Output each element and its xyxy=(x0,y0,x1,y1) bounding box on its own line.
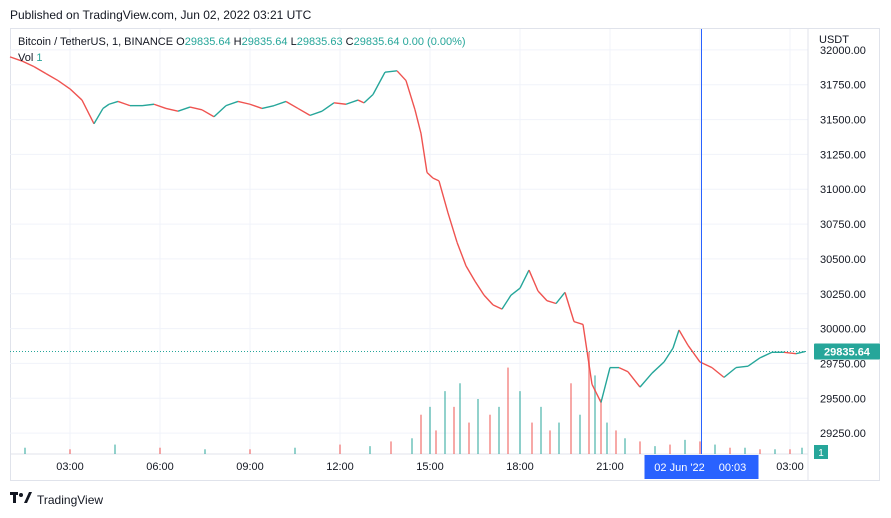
published-note: Published on TradingView.com, Jun 02, 20… xyxy=(10,8,312,22)
change-value: 0.00 (0.00%) xyxy=(402,36,466,48)
symbol-label: Bitcoin / TetherUS, 1, BINANCE xyxy=(18,36,174,48)
currency-label[interactable]: USDT xyxy=(819,34,849,46)
low-value: 29835.63 xyxy=(296,36,343,48)
chart-frame[interactable] xyxy=(10,28,880,481)
tradingview-brand[interactable]: TradingView xyxy=(10,492,103,507)
volume-label: Vol xyxy=(18,52,34,64)
brand-label: TradingView xyxy=(37,492,104,507)
volume-legend: Vol 1 xyxy=(18,52,42,64)
volume-value: 1 xyxy=(36,52,43,64)
close-value: 29835.64 xyxy=(353,36,400,48)
close-label: C xyxy=(345,36,354,48)
open-value: 29835.64 xyxy=(184,36,231,48)
open-label: O xyxy=(176,36,185,48)
high-value: 29835.64 xyxy=(241,36,288,48)
low-label: L xyxy=(290,36,297,48)
tradingview-logo-icon xyxy=(10,492,32,507)
high-label: H xyxy=(233,36,242,48)
chart-legend: Bitcoin / TetherUS, 1, BINANCE O29835.64… xyxy=(18,36,466,48)
